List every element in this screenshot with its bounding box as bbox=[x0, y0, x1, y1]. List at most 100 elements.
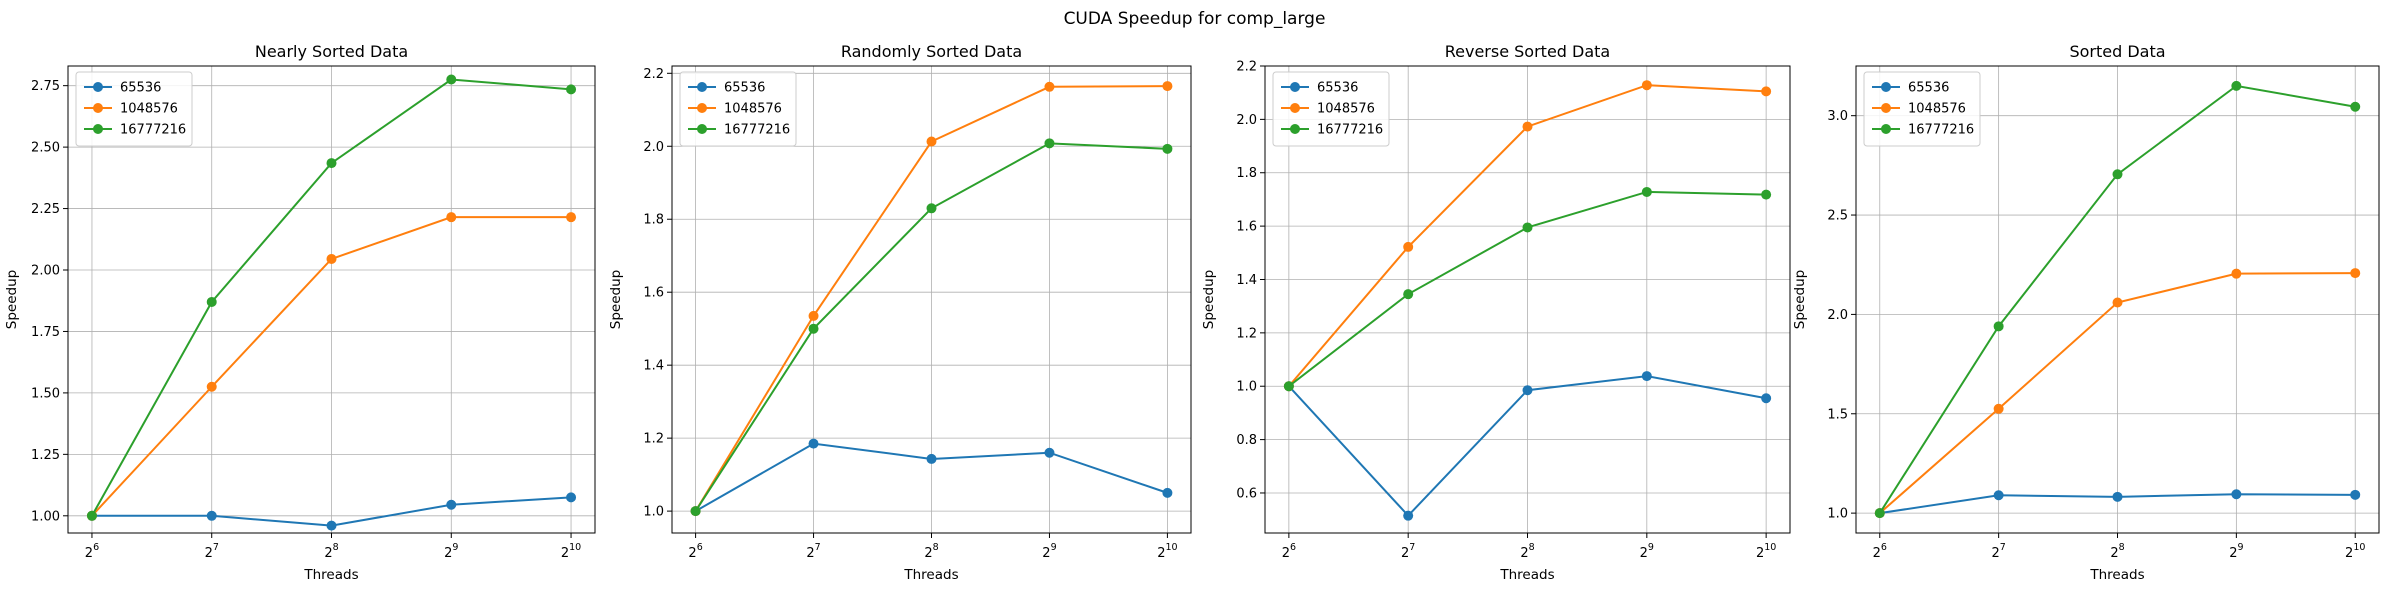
data-point bbox=[2350, 268, 2361, 279]
data-point bbox=[566, 492, 577, 503]
data-point bbox=[926, 136, 937, 147]
data-point bbox=[1641, 371, 1652, 382]
chart-panel-1: 26 27 28 29 210 1.00 1.25 1.50 1.75 2.00 2.25 2.50 2… bbox=[4, 42, 596, 583]
y-tick-label: 1.25 bbox=[31, 448, 60, 463]
data-point bbox=[1044, 447, 1055, 458]
x-tick-label: 27 bbox=[205, 542, 219, 561]
data-point bbox=[2112, 297, 2123, 308]
legend-swatch-marker bbox=[93, 82, 103, 92]
figure-title: CUDA Speedup for comp_large bbox=[1064, 9, 1326, 29]
data-point bbox=[1641, 80, 1652, 91]
legend-entry: 65536 bbox=[724, 81, 765, 96]
legend-swatch-marker bbox=[1290, 82, 1300, 92]
data-point bbox=[326, 253, 337, 264]
data-point bbox=[1044, 81, 1055, 92]
x-tick-label: 27 bbox=[1401, 542, 1415, 561]
legend-swatch-marker bbox=[1290, 124, 1300, 134]
data-point bbox=[206, 296, 217, 307]
data-point bbox=[2112, 491, 2123, 502]
legend-entry: 16777216 bbox=[724, 123, 790, 138]
y-tick-label: 2.75 bbox=[31, 79, 60, 94]
y-tick-label: 0.6 bbox=[1236, 486, 1257, 501]
x-tick-label: 28 bbox=[324, 542, 338, 561]
x-tick-label: 29 bbox=[2229, 542, 2243, 561]
x-tick-label: 29 bbox=[444, 542, 458, 561]
data-point bbox=[690, 506, 701, 517]
data-point bbox=[2350, 101, 2361, 112]
x-tick-label: 210 bbox=[561, 542, 581, 561]
data-point bbox=[808, 310, 819, 321]
y-tick-label: 2.0 bbox=[1236, 113, 1257, 128]
x-axis-label: Threads bbox=[903, 567, 958, 583]
y-tick-label: 1.0 bbox=[643, 505, 664, 520]
data-point bbox=[446, 499, 457, 510]
y-tick-label: 1.2 bbox=[643, 432, 664, 447]
data-point bbox=[326, 158, 337, 169]
y-tick-label: 2.00 bbox=[31, 264, 60, 279]
data-point bbox=[1044, 138, 1055, 149]
data-point bbox=[1522, 121, 1533, 132]
y-tick-label: 1.00 bbox=[31, 509, 60, 524]
y-tick-label: 1.4 bbox=[1236, 273, 1257, 288]
y-tick-label: 1.6 bbox=[1236, 220, 1257, 235]
data-point bbox=[326, 520, 337, 531]
y-tick-label: 1.6 bbox=[643, 286, 664, 301]
legend-swatch-marker bbox=[1881, 124, 1891, 134]
y-tick-label: 1.5 bbox=[1827, 407, 1848, 422]
data-point bbox=[1522, 385, 1533, 396]
data-point bbox=[1641, 186, 1652, 197]
x-axis-label: Threads bbox=[303, 567, 358, 583]
y-tick-label: 1.8 bbox=[1236, 166, 1257, 181]
data-point bbox=[206, 510, 217, 521]
chart-title: Sorted Data bbox=[2069, 42, 2165, 61]
x-tick-label: 29 bbox=[1042, 542, 1056, 561]
chart-panel-2: 26 27 28 29 210 1.0 1.2 1.4 1.6 1.8 2.0 2.2 Randomly… bbox=[608, 42, 1192, 583]
data-point bbox=[1993, 321, 2004, 332]
data-point bbox=[1874, 508, 1885, 519]
data-point bbox=[808, 323, 819, 334]
data-point bbox=[1761, 189, 1772, 200]
data-point bbox=[1761, 86, 1772, 97]
y-tick-label: 1.2 bbox=[1236, 326, 1257, 341]
chart-title: Reverse Sorted Data bbox=[1445, 42, 1610, 61]
legend-swatch-marker bbox=[697, 124, 707, 134]
x-tick-label: 26 bbox=[1282, 542, 1296, 561]
legend-entry: 16777216 bbox=[1317, 123, 1383, 138]
legend-entry: 65536 bbox=[120, 81, 161, 96]
y-tick-label: 1.75 bbox=[31, 325, 60, 340]
data-point bbox=[206, 381, 217, 392]
legend-entry: 16777216 bbox=[120, 123, 186, 138]
y-axis-label: Speedup bbox=[1792, 270, 1808, 329]
data-point bbox=[2350, 489, 2361, 500]
data-point bbox=[2231, 80, 2242, 91]
legend-swatch-marker bbox=[697, 82, 707, 92]
legend-box bbox=[679, 71, 797, 147]
legend-swatch-marker bbox=[93, 103, 103, 113]
data-point bbox=[1162, 487, 1173, 498]
x-tick-label: 210 bbox=[1756, 542, 1776, 561]
data-point bbox=[1162, 143, 1173, 154]
y-tick-label: 1.0 bbox=[1827, 507, 1848, 522]
y-tick-label: 3.0 bbox=[1827, 109, 1848, 124]
legend-box bbox=[1863, 71, 1981, 147]
chart-panels: 26 27 28 29 210 1.00 1.25 1.50 1.75 2.00 2.25 2.50 2… bbox=[4, 42, 2380, 583]
y-tick-label: 1.4 bbox=[643, 359, 664, 374]
data-point bbox=[566, 84, 577, 95]
x-tick-label: 29 bbox=[1640, 542, 1654, 561]
y-tick-label: 1.8 bbox=[643, 213, 664, 228]
chart-panel-3: 26 27 28 29 210 0.6 0.8 1.0 1.2 1.4 1.6 1.8 2.0 2.2 Re… bbox=[1201, 42, 1791, 583]
x-tick-label: 28 bbox=[2110, 542, 2124, 561]
data-point bbox=[446, 212, 457, 223]
x-tick-label: 26 bbox=[688, 542, 702, 561]
data-point bbox=[1993, 403, 2004, 414]
legend-box bbox=[1272, 71, 1390, 147]
x-axis-label: Threads bbox=[2089, 567, 2144, 583]
data-point bbox=[2231, 489, 2242, 500]
x-tick-label: 210 bbox=[2345, 542, 2365, 561]
data-point bbox=[1522, 222, 1533, 233]
legend-entry: 65536 bbox=[1908, 81, 1949, 96]
y-tick-label: 0.8 bbox=[1236, 433, 1257, 448]
x-axis-label: Threads bbox=[1499, 567, 1554, 583]
y-tick-label: 1.50 bbox=[31, 386, 60, 401]
